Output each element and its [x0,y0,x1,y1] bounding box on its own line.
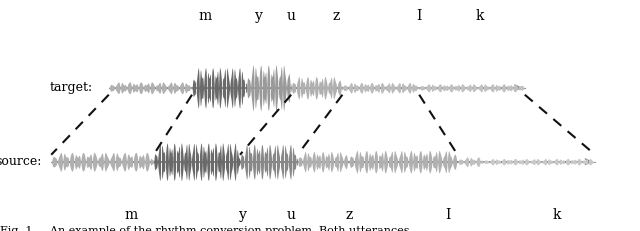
Text: source:: source: [0,155,42,168]
Text: k: k [476,9,484,23]
Text: m: m [125,208,138,222]
Text: k: k [552,208,561,222]
Text: m: m [198,9,211,23]
Text: y: y [239,208,247,222]
Text: z: z [345,208,353,222]
Text: Fig. 1.    An example of the rhythm conversion problem. Both utterances: Fig. 1. An example of the rhythm convers… [0,226,410,231]
Text: y: y [255,9,263,23]
Text: z: z [332,9,340,23]
Text: I: I [445,208,451,222]
Text: I: I [417,9,422,23]
Text: u: u [287,9,296,23]
Text: target:: target: [50,81,93,94]
Text: u: u [287,208,296,222]
